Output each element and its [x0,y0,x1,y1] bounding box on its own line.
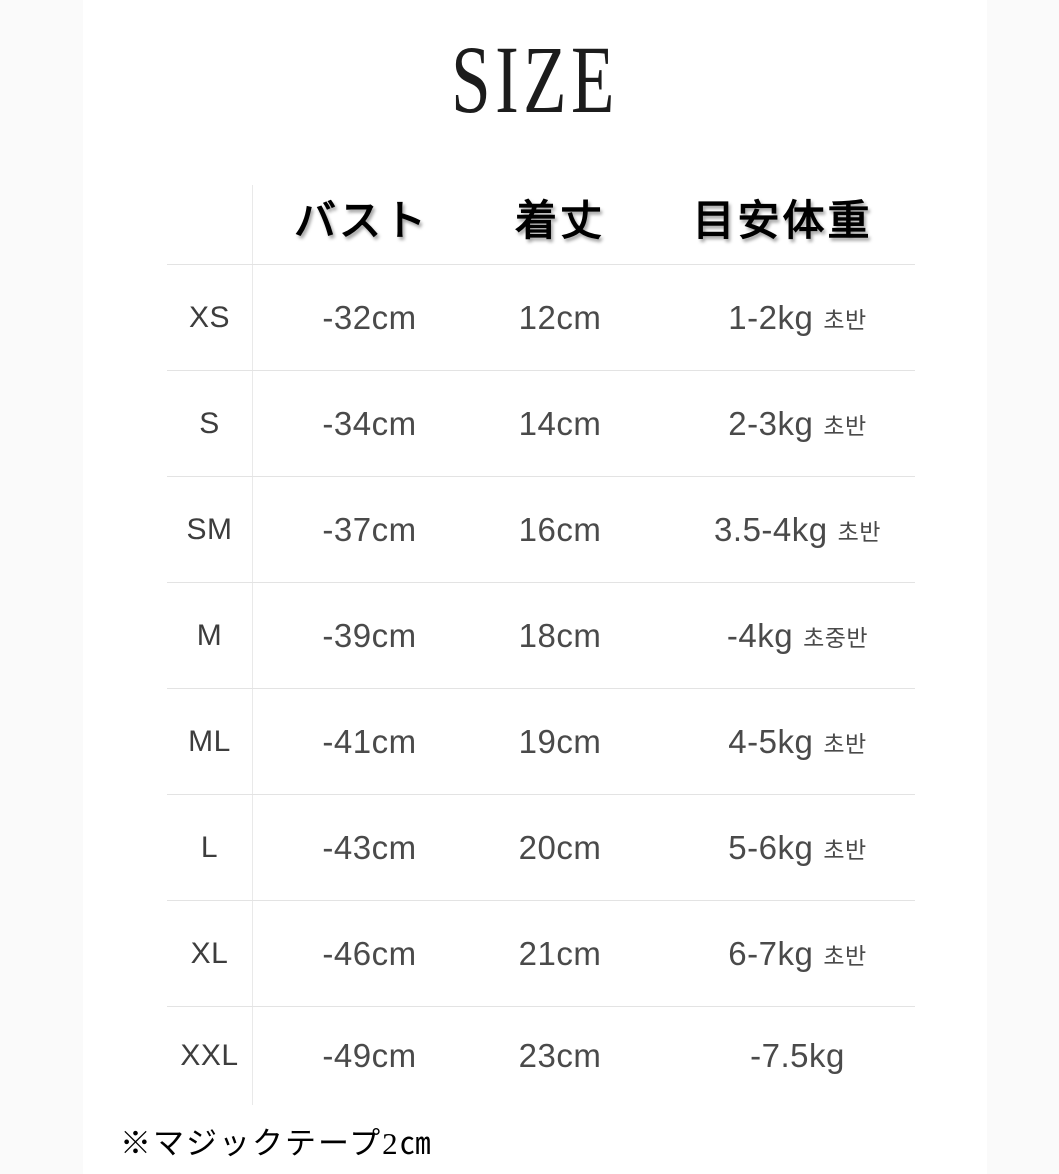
size-label: M [167,583,253,688]
weight-value: 6-7kg 초반 [650,901,915,1006]
weight-number: 6-7kg [728,934,814,972]
size-label: L [167,795,253,900]
bust-value: -32cm [322,298,417,336]
length-value: 21cm [518,934,602,972]
bust-value: -37cm [322,510,417,548]
weight-number: 4-5kg [728,722,814,760]
weight-note: 초반 [823,942,867,969]
weight-value: 2-3kg 초반 [650,371,915,476]
size-label: SM [167,477,253,582]
length-value: 18cm [518,616,602,654]
size-label: XS [167,265,253,370]
size-table: バスト 着丈 目安体重 XS -32cm 12cm 1-2kg 초반 S -34… [167,185,915,1105]
weight-value: -4kg 초중반 [650,583,915,688]
weight-number: 1-2kg [728,298,814,336]
bust-value: -34cm [322,404,417,442]
weight-value: 1-2kg 초반 [650,265,915,370]
length-value: 12cm [518,298,602,336]
table-row: XXL -49cm 23cm -7.5kg [167,1007,915,1105]
length-value: 23cm [518,1037,602,1074]
weight-note: 초중반 [803,624,869,651]
length-value: 16cm [518,510,602,548]
weight-note: 초반 [823,306,867,333]
weight-number: 3.5-4kg [714,510,828,548]
weight-number: 5-6kg [728,828,814,866]
bust-value: -46cm [322,934,417,972]
bust-value: -41cm [322,722,417,760]
column-header-bust: バスト [293,199,429,245]
table-row: SM -37cm 16cm 3.5-4kg 초반 [167,477,915,583]
size-label: S [167,371,253,476]
table-row: XS -32cm 12cm 1-2kg 초반 [167,265,915,371]
bust-value: -39cm [322,616,417,654]
table-row: L -43cm 20cm 5-6kg 초반 [167,795,915,901]
page-title: SIZE [451,26,619,133]
table-row: XL -46cm 21cm 6-7kg 초반 [167,901,915,1007]
weight-number: -7.5kg [750,1037,845,1074]
weight-value: 4-5kg 초반 [650,689,915,794]
bust-value: -49cm [322,1037,417,1074]
column-header-weight: 目安体重 [692,199,873,245]
bust-value: -43cm [322,828,417,866]
weight-note: 초반 [823,412,867,439]
column-header-size [167,185,253,264]
table-row: ML -41cm 19cm 4-5kg 초반 [167,689,915,795]
footnote: ※マジックテープ2㎝ [120,1126,433,1161]
weight-note: 초반 [823,730,867,757]
size-label: ML [167,689,253,794]
length-value: 19cm [518,722,602,760]
weight-number: 2-3kg [728,404,814,442]
weight-note: 초반 [837,518,881,545]
length-value: 14cm [518,404,602,442]
table-row: S -34cm 14cm 2-3kg 초반 [167,371,915,477]
content-area: SIZE バスト 着丈 目安体重 XS -32cm 12cm 1-2kg 초반 … [83,0,987,1174]
table-row: M -39cm 18cm -4kg 초중반 [167,583,915,689]
weight-value: 5-6kg 초반 [650,795,915,900]
table-header-row: バスト 着丈 目安体重 [167,185,915,265]
length-value: 20cm [518,828,602,866]
weight-value: 3.5-4kg 초반 [650,477,915,582]
column-header-length: 着丈 [514,199,605,245]
weight-value: -7.5kg [650,1007,915,1105]
size-label: XL [167,901,253,1006]
size-label: XXL [167,1007,253,1105]
weight-note: 초반 [823,836,867,863]
weight-number: -4kg [726,616,794,654]
